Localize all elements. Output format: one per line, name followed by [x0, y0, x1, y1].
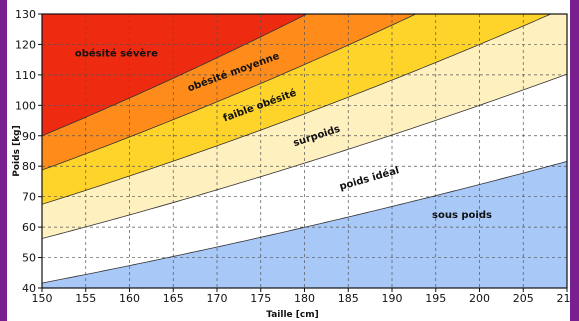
y-tick-label-40: 40 — [22, 282, 36, 295]
bmi-line-30 — [42, 14, 552, 205]
x-tick-label-165: 165 — [163, 292, 184, 305]
x-tick-label-205: 205 — [513, 292, 534, 305]
y-axis-title: Poids [kg] — [12, 125, 22, 176]
x-tick-label-210: 210 — [557, 292, 571, 305]
chart-frame: 150 155 160 165 170 175 180 185 190 195 200 205 210 4… — [7, 0, 570, 321]
y-tick-label-120: 120 — [15, 38, 36, 51]
x-tick-label-190: 190 — [382, 292, 403, 305]
bmi-line-35 — [42, 14, 417, 171]
bmi-line-40 — [42, 14, 308, 137]
zone-label-5: obésité sévère — [75, 48, 158, 60]
zone-label-0: sous poids — [432, 210, 492, 221]
x-tick-label-200: 200 — [469, 292, 490, 305]
x-tick-label-180: 180 — [294, 292, 315, 305]
bmi-chart: 150 155 160 165 170 175 180 185 190 195 200 205 210 4… — [12, 8, 571, 320]
y-tick-label-110: 110 — [15, 69, 36, 82]
x-tick-label-185: 185 — [338, 292, 359, 305]
bmi-line-25 — [42, 73, 567, 239]
y-tick-label-90: 90 — [22, 130, 36, 143]
x-tick-label-155: 155 — [75, 292, 96, 305]
x-axis-title: Taille [cm] — [266, 310, 318, 320]
y-tick-label-100: 100 — [15, 99, 36, 112]
x-tick-label-150: 150 — [32, 292, 53, 305]
y-tick-label-70: 70 — [22, 191, 36, 204]
y-tick-label-60: 60 — [22, 221, 36, 234]
y-tick-label-80: 80 — [22, 160, 36, 173]
zone-4 — [42, 14, 416, 171]
x-tick-label-195: 195 — [425, 292, 446, 305]
x-tick-label-160: 160 — [119, 292, 140, 305]
zone-3 — [42, 14, 551, 205]
x-tick-label-170: 170 — [207, 292, 228, 305]
x-tick-label-175: 175 — [250, 292, 271, 305]
y-tick-label-50: 50 — [22, 252, 36, 265]
y-tick-label-130: 130 — [15, 8, 36, 21]
bmi-line-18-5 — [42, 161, 567, 284]
